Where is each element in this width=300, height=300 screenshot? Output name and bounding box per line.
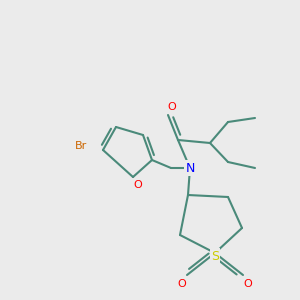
Text: N: N xyxy=(185,161,195,175)
Text: O: O xyxy=(134,180,142,190)
Text: S: S xyxy=(211,250,219,262)
Text: O: O xyxy=(178,279,186,289)
Text: Br: Br xyxy=(75,141,87,151)
Text: O: O xyxy=(244,279,252,289)
Text: O: O xyxy=(168,102,176,112)
